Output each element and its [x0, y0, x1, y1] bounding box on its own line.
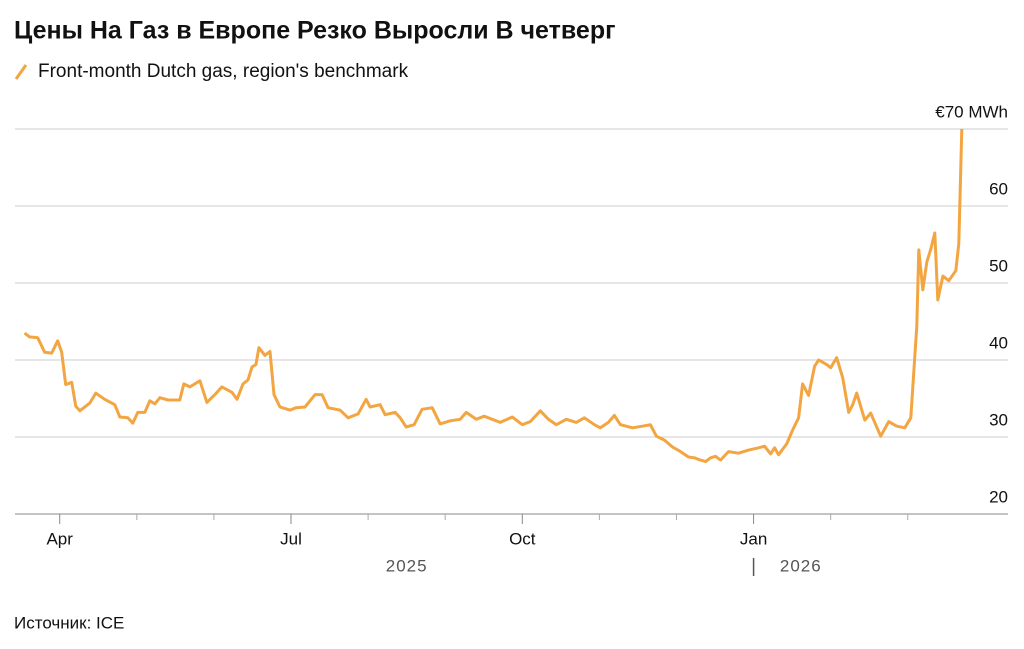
chart-title: Цены На Газ в Европе Резко Выросли В чет… — [14, 17, 616, 45]
x-tick-label: Oct — [509, 529, 536, 548]
source: Источник: ICE — [14, 613, 124, 632]
legend-label: Front-month Dutch gas, region's benchmar… — [38, 61, 409, 82]
x-tick-label: Jan — [740, 529, 767, 548]
y-tick-label: 60 — [989, 179, 1008, 198]
year-label: 2025 — [386, 556, 428, 575]
y-tick-label: 20 — [989, 487, 1008, 506]
y-tick-label: 40 — [989, 333, 1008, 352]
line — [23, 128, 964, 464]
legend-icon — [14, 64, 28, 80]
year-label: 2026 — [780, 556, 822, 575]
y-tick-label: €70 MWh — [935, 102, 1008, 121]
y-tick-label: 50 — [989, 256, 1008, 275]
x-tick-label: Apr — [46, 529, 73, 548]
y-tick-label: 30 — [989, 410, 1008, 429]
x-tick-label: Jul — [280, 529, 302, 548]
